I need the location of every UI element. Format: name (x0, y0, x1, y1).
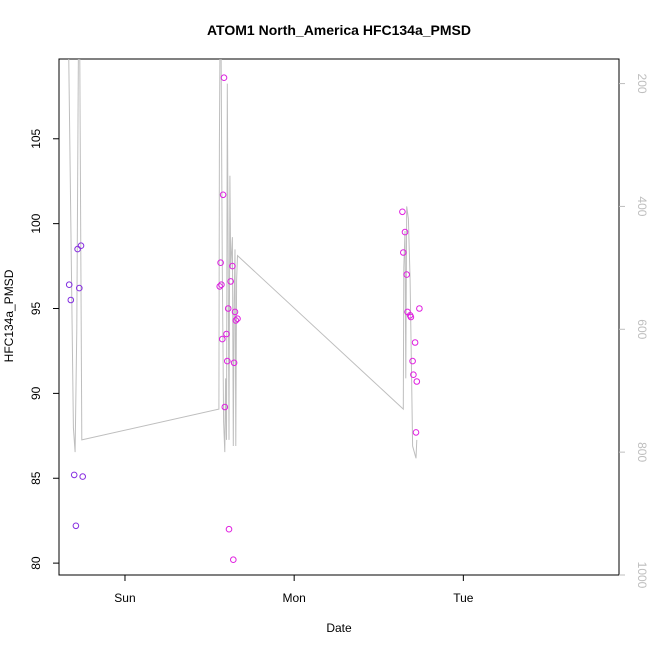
y-axis: 80 85 90 95 100 105 (29, 128, 59, 570)
data-point (217, 259, 224, 267)
series-line (68, 59, 418, 459)
y-tick-label: 90 (29, 386, 43, 400)
data-point (224, 305, 232, 312)
data-point (70, 471, 78, 479)
x-axis: Sun Mon Tue (114, 575, 474, 605)
y-tick-label: 105 (29, 128, 43, 148)
data-point (399, 208, 406, 216)
y-tick-label: 80 (29, 556, 43, 570)
data-point (219, 191, 227, 199)
data-point (225, 525, 233, 533)
data-point (218, 281, 225, 289)
data-point (416, 305, 423, 312)
points-layer (65, 74, 423, 564)
data-point (407, 313, 415, 321)
data-point (229, 262, 236, 270)
data-point (224, 357, 231, 365)
data-point (74, 245, 81, 253)
data-point (72, 522, 80, 530)
data-point (67, 296, 75, 304)
data-point (223, 330, 230, 338)
data-point (227, 278, 234, 285)
y-right-tick-label: 800 (635, 442, 649, 462)
y-right-tick-label: 1000 (635, 562, 649, 589)
y-tick-label: 100 (29, 213, 43, 233)
data-point (219, 335, 226, 343)
x-tick-label: Sun (114, 591, 135, 605)
data-point (413, 378, 421, 385)
data-point (411, 339, 419, 346)
data-point (76, 284, 83, 292)
data-point (400, 249, 407, 256)
data-point (232, 317, 240, 324)
data-point (216, 283, 223, 290)
data-point (230, 556, 237, 564)
y-axis-right: 200 400 600 800 1000 (619, 74, 649, 589)
data-point (410, 371, 417, 379)
y-tick-label: 85 (29, 471, 43, 485)
data-point (220, 74, 228, 81)
data-point (79, 473, 86, 480)
x-tick-label: Tue (453, 591, 474, 605)
x-axis-label: Date (326, 621, 352, 635)
plot-frame (58, 58, 620, 576)
y-axis-label: HFC134a_PMSD (2, 269, 16, 362)
y-tick-label: 95 (29, 302, 43, 316)
line-layer (68, 59, 418, 459)
chart-title: ATOM1 North_America HFC134a_PMSD (207, 22, 471, 38)
data-point (221, 403, 229, 411)
data-point (403, 271, 411, 278)
data-point (412, 429, 420, 436)
data-point (401, 228, 409, 236)
y-right-tick-label: 600 (635, 319, 649, 339)
data-point (230, 359, 238, 367)
data-point (77, 242, 85, 249)
data-point (231, 308, 239, 316)
data-point (65, 281, 73, 289)
y-right-tick-label: 400 (635, 196, 649, 216)
x-tick-label: Mon (282, 591, 305, 605)
data-point (234, 315, 241, 323)
y-right-tick-label: 200 (635, 74, 649, 94)
data-point (409, 357, 416, 365)
